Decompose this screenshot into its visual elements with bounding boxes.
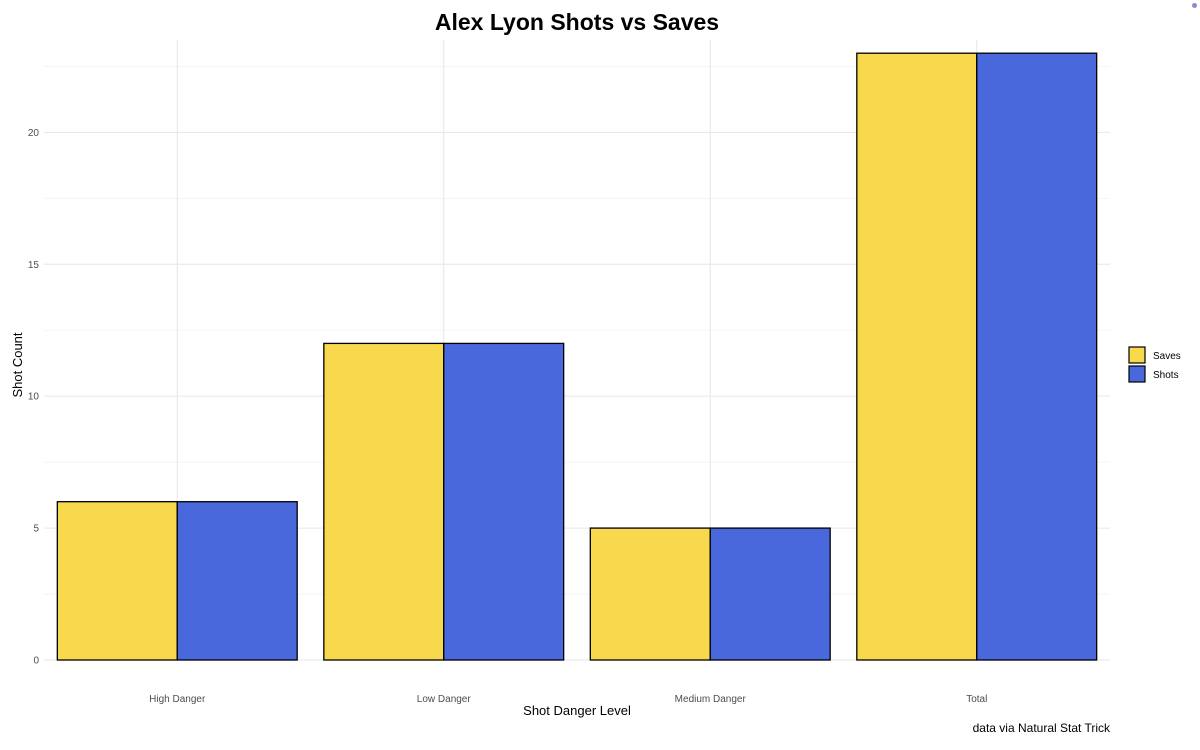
x-tick-label: Medium Danger	[675, 694, 747, 705]
legend-swatch-saves	[1128, 346, 1146, 364]
x-tick-label: Total	[966, 694, 987, 705]
y-tick-label: 15	[28, 260, 40, 271]
y-tick-label: 0	[33, 656, 39, 667]
bar-saves	[323, 342, 445, 661]
y-axis-title: Shot Count	[10, 332, 25, 397]
bar-shots	[443, 342, 565, 661]
y-tick-label: 20	[28, 128, 40, 139]
legend: Saves Shots	[1128, 346, 1181, 383]
legend-swatch-shots	[1128, 365, 1146, 383]
bar-saves	[589, 527, 711, 661]
legend-label-saves: Saves	[1153, 351, 1181, 362]
bar-saves	[856, 52, 978, 661]
bars-group	[56, 52, 1098, 661]
x-axis-title: Shot Danger Level	[523, 703, 631, 718]
x-tick-label: Low Danger	[417, 694, 472, 705]
corner-dot	[1192, 3, 1197, 8]
bar-shots	[709, 527, 831, 661]
chart-title: Alex Lyon Shots vs Saves	[435, 9, 719, 35]
bar-shots	[176, 501, 298, 661]
bar-shots	[976, 52, 1098, 661]
caption: data via Natural Stat Trick	[973, 721, 1111, 735]
y-tick-label: 10	[28, 392, 40, 403]
bar-saves	[56, 501, 178, 661]
legend-label-shots: Shots	[1153, 370, 1179, 381]
x-axis-ticks: High Danger Low Danger Medium Danger Total	[149, 694, 987, 705]
x-tick-label: High Danger	[149, 694, 206, 705]
y-tick-label: 5	[33, 524, 39, 535]
y-axis-ticks: 0 5 10 15 20	[28, 128, 40, 667]
